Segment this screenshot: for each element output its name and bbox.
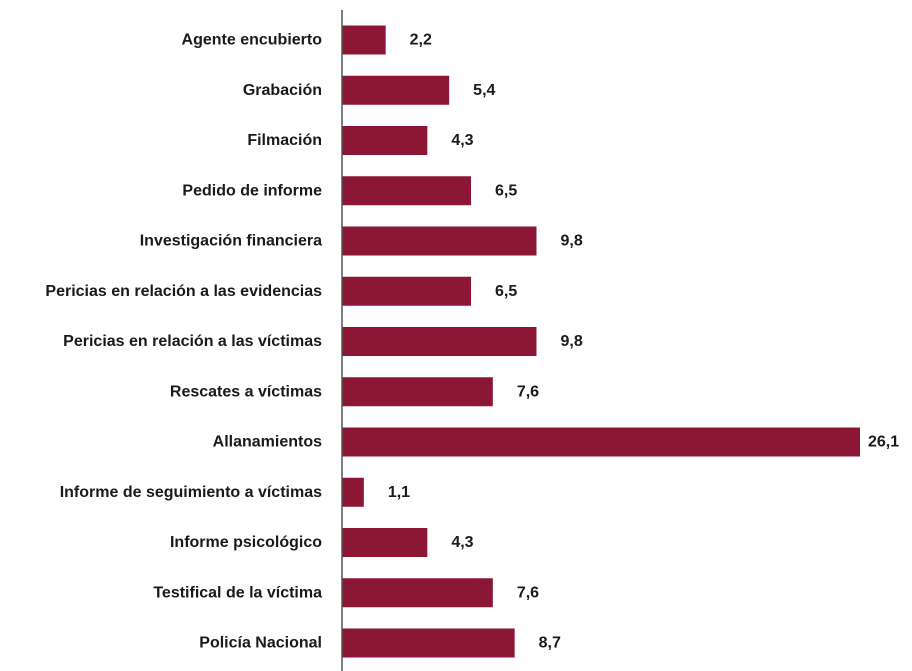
value-label: 9,8 (560, 233, 582, 250)
bar (342, 75, 450, 105)
bar (342, 528, 428, 557)
bar (342, 327, 537, 356)
category-label: Grabación (243, 82, 322, 99)
category-label: Filmación (247, 132, 322, 149)
value-label: 7,6 (517, 383, 539, 400)
category-label: Pericias en relación a las víctimas (63, 333, 322, 350)
category-label: Testifical de la víctima (153, 584, 322, 601)
value-label: 6,5 (495, 182, 517, 199)
category-label: Policía Nacional (199, 635, 322, 652)
category-label: Informe de seguimiento a víctimas (60, 484, 322, 501)
category-label: Pedido de informe (182, 182, 322, 199)
value-label: 26,1 (868, 434, 899, 451)
bar (342, 126, 428, 155)
bar (342, 226, 537, 256)
value-label: 1,1 (388, 484, 410, 501)
value-label: 5,4 (473, 82, 495, 99)
value-label: 8,7 (539, 635, 561, 652)
bar (342, 427, 860, 457)
category-label: Pericias en relación a las evidencias (45, 283, 322, 300)
value-labels: 2,2 5,4 4,3 6,5 9,8 6,5 9,8 7,6 26,1 1,1 4,3 7,6 8,7 (388, 32, 899, 652)
bar (342, 377, 493, 407)
bar (342, 578, 493, 608)
bar (342, 176, 472, 206)
value-label: 4,3 (451, 132, 473, 149)
value-label: 9,8 (560, 333, 582, 350)
category-label: Informe psicológico (170, 534, 322, 551)
bar (342, 276, 472, 306)
value-label: 4,3 (451, 534, 473, 551)
value-label: 6,5 (495, 283, 517, 300)
category-label: Allanamientos (213, 434, 322, 451)
value-label: 7,6 (517, 584, 539, 601)
category-labels: Agente encubierto Grabación Filmación Pedid… (45, 32, 322, 652)
category-label: Rescates a víctimas (170, 383, 322, 400)
category-label: Investigación financiera (140, 233, 322, 250)
bar (342, 25, 386, 55)
bar (342, 477, 364, 507)
bars-layer (342, 25, 860, 658)
bar (342, 628, 515, 658)
category-label: Agente encubierto (182, 32, 323, 49)
value-label: 2,2 (410, 32, 432, 49)
